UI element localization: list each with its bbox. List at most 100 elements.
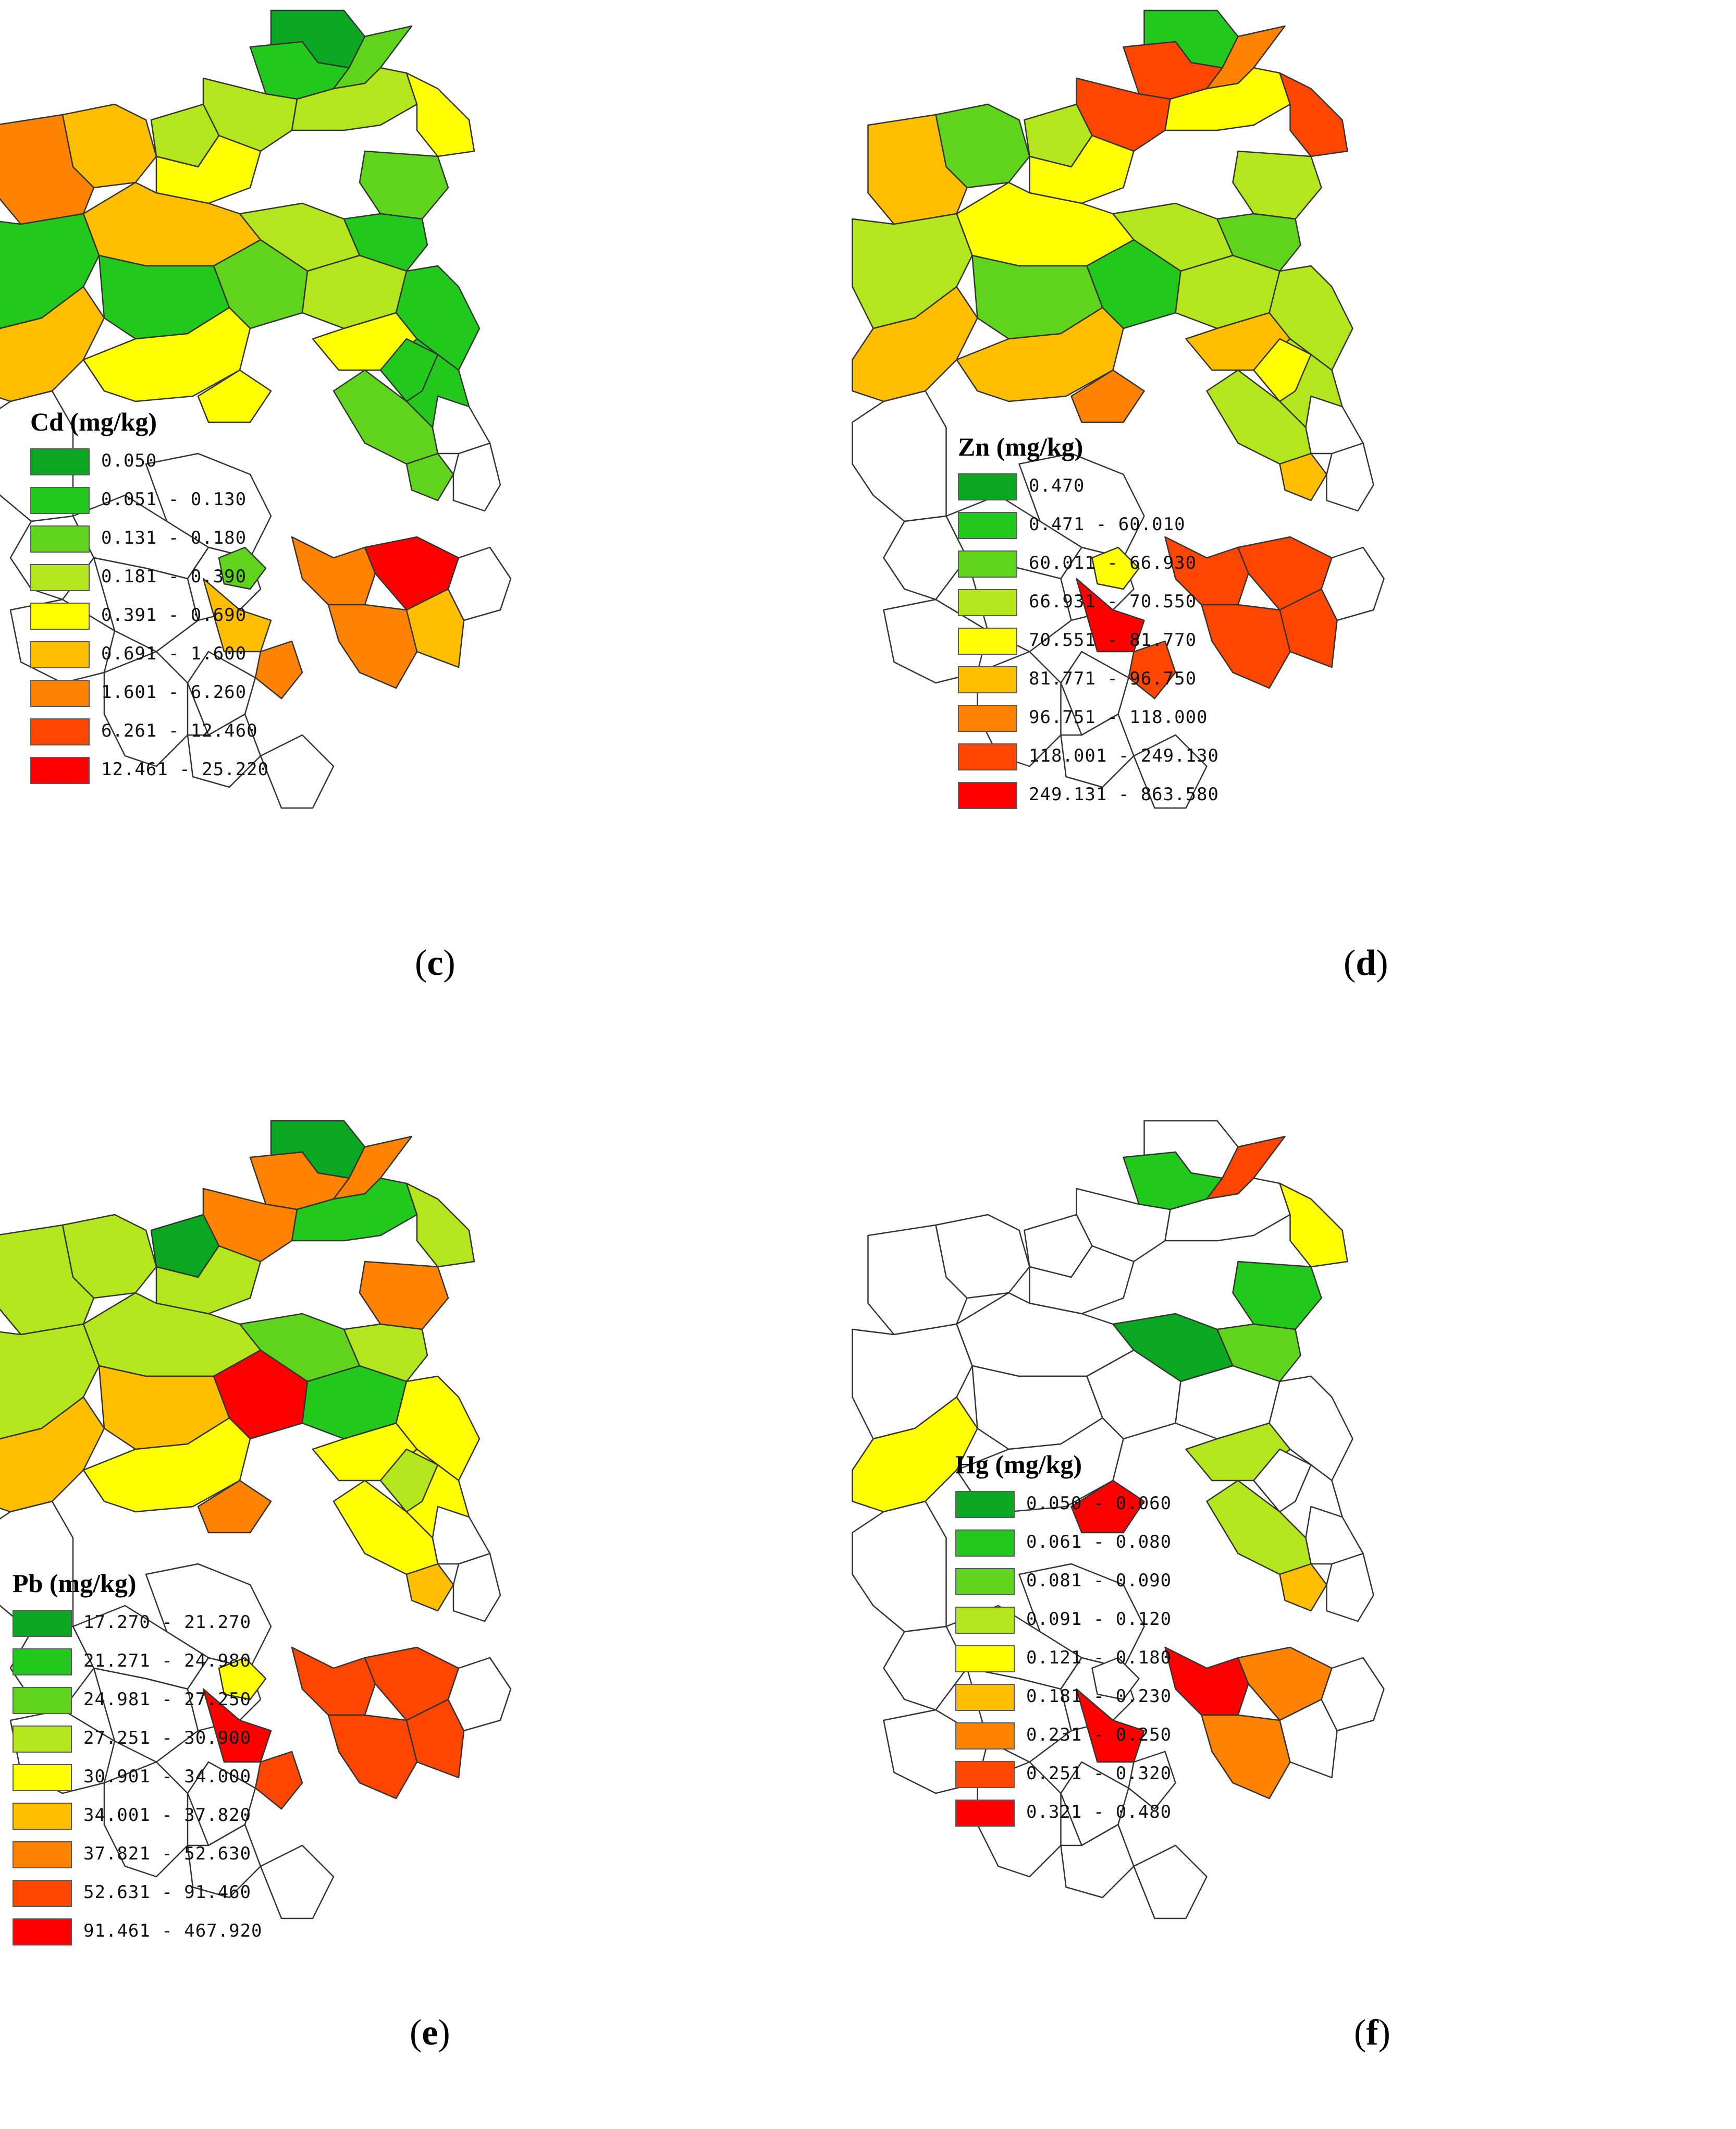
map-region-e-6 (359, 1261, 449, 1330)
map-region-c-24 (0, 286, 105, 402)
legend-range-label: 0.121 - 0.180 (1026, 1647, 1172, 1668)
map-region-f-42 (1076, 1688, 1145, 1763)
map-region-e-27 (291, 1646, 376, 1716)
legend-swatch (30, 718, 90, 745)
legend-title: Hg (mg/kg) (955, 1450, 1082, 1479)
map-region-f-10 (867, 1224, 968, 1336)
legend-range-label: 0.061 - 0.080 (1026, 1532, 1172, 1552)
map-region-d-24 (852, 286, 978, 402)
legend-range-label: 0.181 - 0.390 (101, 566, 247, 587)
legend-range-label: 0.471 - 60.010 (1029, 514, 1186, 535)
legend-range-label: 30.901 - 34.000 (83, 1766, 252, 1787)
legend-swatch (958, 589, 1017, 616)
map-region-f-23 (1253, 1448, 1312, 1513)
legend-range-label: 0.081 - 0.090 (1026, 1570, 1172, 1591)
legend-range-label: 21.271 - 24.980 (83, 1650, 252, 1671)
map-region-c-39 (447, 546, 512, 621)
legend-range-label: 60.011 - 66.930 (1029, 553, 1197, 573)
map-region-c-46 (260, 734, 335, 809)
legend-c: Cd (mg/kg) 0.050 0.051 - 0.130 0.131 - 0.18… (30, 407, 268, 784)
map-region-c-6 (359, 150, 449, 220)
map-region-c-41 (432, 395, 491, 455)
legend-range-label: 0.231 - 0.250 (1026, 1724, 1172, 1745)
legend-swatch (13, 1610, 72, 1637)
map-region-c-30 (405, 588, 465, 668)
legend-title: Pb (mg/kg) (13, 1569, 137, 1598)
map-region-f-27 (1164, 1646, 1249, 1716)
map-region-e-42 (202, 1688, 272, 1763)
legend-range-label: 0.181 - 0.230 (1026, 1686, 1172, 1707)
legend-range-label: 6.261 - 12.460 (101, 720, 258, 741)
map-region-c-5 (405, 72, 475, 157)
map-region-c-44 (187, 651, 256, 736)
legend-swatch (955, 1530, 1015, 1557)
map-panel-d: Zn (mg/kg) 0.470 0.471 - 60.010 60.011 - 66… (852, 0, 1736, 1017)
legend-f: Hg (mg/kg) 0.050 - 0.060 0.061 - 0.080 0.08… (955, 1449, 1171, 1827)
legend-range-label: 91.461 - 467.920 (83, 1920, 263, 1941)
map-panel-e: Pb (mg/kg) 17.270 - 21.270 21.271 - 24.980… (0, 1110, 868, 2129)
legend-swatch (13, 1880, 72, 1907)
legend-range-label: 0.391 - 0.690 (101, 605, 247, 626)
choropleth-map-c (0, 9, 512, 809)
legend-swatch (958, 473, 1017, 500)
legend-swatch (13, 1726, 72, 1753)
legend-swatch (13, 1648, 72, 1675)
legend-range-label: 70.551 - 81.770 (1029, 630, 1197, 651)
legend-range-label: 249.131 - 863.580 (1029, 784, 1219, 805)
caption-d: (d) (1344, 943, 1388, 983)
map-region-f-30 (1279, 1698, 1338, 1779)
legend-range-label: 12.461 - 25.220 (101, 759, 269, 780)
legend-swatch (958, 666, 1017, 693)
map-region-e-29 (327, 1714, 418, 1800)
map-region-e-23 (379, 1448, 439, 1513)
map-panel-f: Hg (mg/kg) 0.050 - 0.060 0.061 - 0.080 0.08… (852, 1110, 1736, 2129)
map-region-d-46 (1133, 734, 1208, 809)
map-region-e-26 (197, 1479, 272, 1534)
map-regions-c (0, 9, 512, 809)
legend-swatch (30, 525, 90, 553)
map-region-f-47 (1091, 1657, 1140, 1700)
map-region-d-5 (1279, 72, 1348, 157)
map-region-d-19 (1269, 265, 1353, 371)
map-region-f-29 (1201, 1714, 1291, 1800)
map-region-f-43 (1128, 1751, 1176, 1810)
map-region-c-42 (202, 578, 272, 653)
legend-swatch (955, 1722, 1015, 1749)
map-region-e-46 (260, 1844, 335, 1919)
map-region-c-29 (327, 604, 418, 689)
legend-range-label: 34.001 - 37.820 (83, 1805, 252, 1826)
choropleth-map-d (852, 9, 1385, 809)
map-region-d-10 (867, 114, 968, 225)
map-region-e-19 (395, 1375, 481, 1482)
legend-range-label: 0.050 (101, 450, 157, 471)
legend-swatch (13, 1687, 72, 1714)
map-region-e-41 (432, 1506, 491, 1565)
legend-range-label: 37.821 - 52.630 (83, 1843, 252, 1864)
map-region-c-26 (197, 369, 272, 423)
map-region-e-44 (187, 1761, 256, 1846)
map-region-e-37 (103, 1761, 189, 1878)
map-region-f-22 (1279, 1563, 1327, 1612)
legend-swatch (955, 1491, 1015, 1518)
legend-swatch (13, 1841, 72, 1868)
legend-range-label: 0.321 - 0.480 (1026, 1802, 1172, 1822)
map-region-f-24 (852, 1396, 978, 1513)
map-region-e-39 (447, 1657, 512, 1732)
map-region-c-37 (103, 651, 189, 767)
legend-swatch (958, 705, 1017, 732)
legend-range-label: 17.270 - 21.270 (83, 1612, 252, 1633)
map-region-d-27 (1164, 536, 1249, 606)
map-region-f-46 (1133, 1844, 1208, 1919)
map-region-d-22 (1279, 452, 1327, 501)
legend-range-label: 0.050 - 0.060 (1026, 1493, 1172, 1514)
legend-range-label: 0.051 - 0.130 (101, 489, 247, 510)
legend-swatch (30, 487, 90, 514)
legend-swatch (955, 1761, 1015, 1788)
map-region-f-5 (1279, 1182, 1348, 1268)
legend-swatch (955, 1645, 1015, 1672)
legend-range-label: 27.251 - 30.900 (83, 1728, 252, 1748)
map-region-f-39 (1321, 1657, 1385, 1732)
legend-range-label: 1.601 - 6.260 (101, 682, 247, 703)
legend-range-label: 118.001 - 249.130 (1029, 745, 1219, 766)
map-region-c-22 (405, 452, 454, 501)
